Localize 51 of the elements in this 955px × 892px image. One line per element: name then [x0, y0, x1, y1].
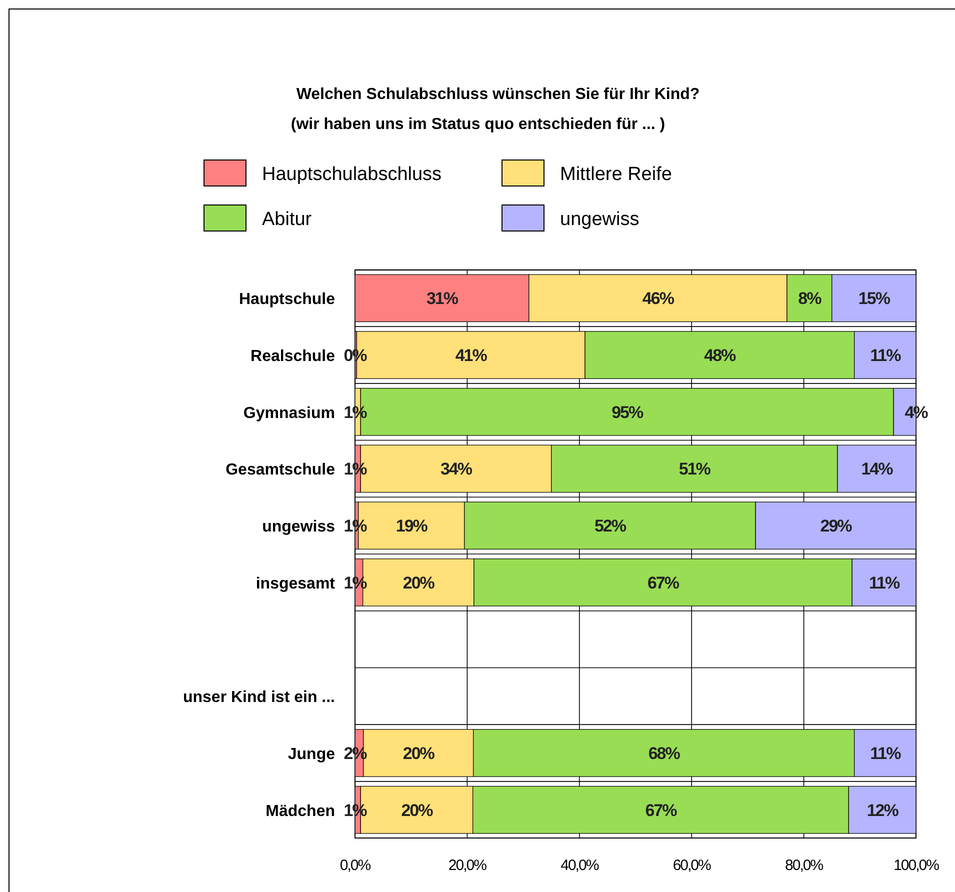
y-tick-label: Realschule [250, 348, 336, 365]
data-label: 20% [402, 744, 435, 763]
data-label: 67% [645, 800, 678, 820]
data-label: 2% [344, 744, 368, 763]
legend-label: Abitur [262, 209, 312, 230]
data-label: 11% [870, 346, 902, 365]
data-label: 8% [798, 289, 822, 308]
data-label: 15% [858, 289, 890, 308]
y-tick-label: Junge [288, 746, 336, 763]
data-label: 52% [594, 516, 626, 536]
legend-label: Hauptschulabschluss [262, 164, 442, 185]
data-label: 1% [344, 516, 368, 536]
x-tick-label: 60,0% [672, 857, 712, 874]
x-tick-label: 80,0% [785, 857, 824, 874]
data-label: 68% [648, 744, 680, 763]
x-tick-label: 0,0% [340, 857, 371, 874]
data-label: 41% [455, 346, 488, 365]
data-label: 12% [866, 800, 899, 820]
data-label: 1% [344, 800, 368, 820]
x-tick-label: 20,0% [448, 857, 487, 874]
y-tick-label: Gesamtschule [226, 462, 336, 479]
y-tick-label: Mädchen [266, 802, 335, 820]
y-tick-label: Hauptschule [238, 291, 336, 308]
data-label: 31% [426, 289, 458, 308]
data-label: 19% [396, 516, 428, 536]
x-tick-label: 40,0% [560, 857, 599, 874]
data-label: 95% [612, 402, 644, 422]
y-tick-label: insgesamt [256, 575, 336, 592]
data-label: 1% [344, 460, 368, 479]
data-label: 46% [642, 289, 674, 308]
data-label: 1% [344, 573, 368, 592]
data-label: 14% [861, 460, 894, 479]
data-label: 11% [868, 573, 900, 592]
chart-title: Welchen Schulabschluss wünschen Sie für Ihr Kind? [296, 86, 700, 103]
data-label: 34% [440, 460, 472, 479]
data-label: 20% [401, 800, 434, 820]
x-tick-label: 100,0% [894, 857, 940, 874]
y-tick-label: unser Kind ist ein ... [182, 689, 335, 706]
data-label: 11% [870, 744, 902, 763]
data-label: 48% [704, 346, 736, 365]
y-tick-label: ungewiss [262, 518, 336, 536]
data-label: 29% [820, 516, 852, 536]
data-label: 67% [647, 573, 680, 592]
y-tick-label: Gymnasium [243, 404, 335, 422]
data-label: 51% [678, 460, 711, 479]
data-label: 1% [344, 402, 368, 422]
chart-subtitle: (wir haben uns im Status quo entschieden für ... ) [290, 116, 666, 133]
data-label: 0% [344, 346, 368, 365]
legend-label: Mittlere Reife [560, 164, 672, 185]
legend-label: ungewiss [560, 209, 640, 230]
data-label: 20% [402, 573, 435, 592]
